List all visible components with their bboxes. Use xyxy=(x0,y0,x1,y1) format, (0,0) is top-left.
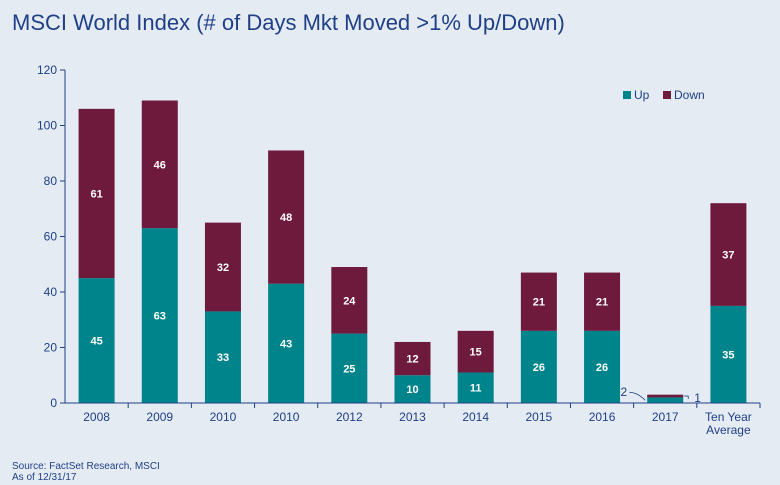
bar-up xyxy=(457,372,494,403)
y-tick-label: 40 xyxy=(44,285,58,299)
y-tick-label: 120 xyxy=(37,63,57,77)
legend-swatch-down xyxy=(663,91,671,99)
y-tick-label: 60 xyxy=(44,230,58,244)
data-label-up: 35 xyxy=(722,349,734,361)
x-tick-label: 2008 xyxy=(83,410,110,424)
x-tick-label: 2013 xyxy=(399,410,426,424)
data-label-up: 2 xyxy=(621,385,628,399)
chart-title: MSCI World Index (# of Days Mkt Moved >1… xyxy=(12,10,565,35)
bar-up xyxy=(331,333,368,403)
data-label-down: 24 xyxy=(343,295,356,307)
data-label-up: 25 xyxy=(343,363,355,375)
y-tick-label: 80 xyxy=(44,174,58,188)
x-tick-label: Average xyxy=(706,423,751,437)
bar-down xyxy=(141,100,178,229)
x-tick-label: 2017 xyxy=(652,410,679,424)
x-tick-label: 2014 xyxy=(462,410,489,424)
data-label-down: 48 xyxy=(280,212,292,224)
data-label-up: 63 xyxy=(154,311,166,323)
data-label-up: 33 xyxy=(217,352,229,364)
data-label-up: 11 xyxy=(470,383,482,395)
bar-up xyxy=(394,375,431,403)
data-label-down: 61 xyxy=(90,188,102,200)
x-axis: 2008 2009 2010 2010 2012 2013 2014 2015 2016 2017… xyxy=(65,402,761,437)
data-label-down: 1 xyxy=(694,391,701,405)
data-label-down: 21 xyxy=(533,297,545,309)
bar-down xyxy=(331,267,368,334)
data-label-down: 21 xyxy=(596,297,608,309)
bar-up xyxy=(584,330,621,403)
legend-label-up: Up xyxy=(634,88,650,102)
x-tick-label: Ten Year xyxy=(705,410,752,424)
as-of-note: As of 12/31/17 xyxy=(12,472,77,483)
data-label-up: 45 xyxy=(90,336,102,348)
x-tick-label: 2012 xyxy=(336,410,363,424)
bar-up xyxy=(204,311,241,403)
data-label-up: 10 xyxy=(406,384,418,396)
leader-line-down xyxy=(684,395,689,399)
bar-down xyxy=(204,222,241,312)
data-label-down: 37 xyxy=(722,250,734,262)
bar-up xyxy=(268,283,305,403)
bar-up xyxy=(710,305,747,403)
legend: Up Down xyxy=(623,88,705,102)
data-label-down: 46 xyxy=(154,159,166,171)
bar-down xyxy=(710,203,747,306)
x-tick-label: 2010 xyxy=(273,410,300,424)
bar-down xyxy=(394,341,431,376)
y-axis: 0 20 40 60 80 100 120 xyxy=(37,63,66,410)
x-tick-label: 2016 xyxy=(589,410,616,424)
bar-down xyxy=(520,272,557,331)
x-tick-label: 2009 xyxy=(146,410,173,424)
bar-up xyxy=(647,397,684,403)
bar-up xyxy=(141,228,178,403)
legend-label-down: Down xyxy=(674,88,705,102)
bar-up xyxy=(520,330,557,403)
data-label-up: 26 xyxy=(533,362,545,374)
data-label-down: 12 xyxy=(406,354,418,366)
y-tick-label: 100 xyxy=(37,119,57,133)
data-label-down: 15 xyxy=(470,347,482,359)
y-tick-label: 0 xyxy=(50,396,57,410)
x-tick-label: 2010 xyxy=(210,410,237,424)
data-label-up: 26 xyxy=(596,362,608,374)
leader-line-up xyxy=(629,391,646,401)
y-tick-label: 20 xyxy=(44,341,58,355)
bar-up xyxy=(78,278,115,403)
data-label-up: 43 xyxy=(280,338,292,350)
bar-down xyxy=(584,272,621,331)
bar-down xyxy=(78,108,115,279)
bar-down xyxy=(268,150,305,284)
bar-down xyxy=(647,394,684,398)
legend-swatch-up xyxy=(623,91,631,99)
data-label-down: 32 xyxy=(217,262,229,274)
source-note: Source: FactSet Research, MSCI xyxy=(12,461,160,472)
x-tick-label: 2015 xyxy=(526,410,553,424)
bar-down xyxy=(457,330,494,373)
